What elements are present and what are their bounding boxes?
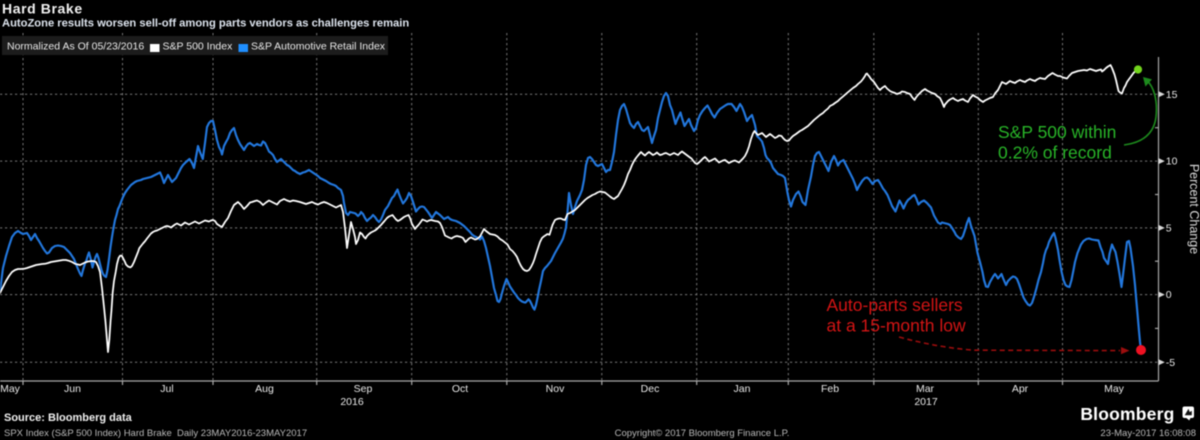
svg-text:Jun: Jun [64, 383, 81, 395]
svg-text:Jul: Jul [160, 383, 173, 395]
svg-text:0: 0 [1166, 289, 1172, 301]
svg-text:15: 15 [1166, 89, 1178, 101]
svg-text:Dec: Dec [641, 383, 660, 395]
svg-text:May: May [1104, 383, 1125, 395]
svg-text:at a 15-month low: at a 15-month low [827, 316, 966, 336]
svg-text:Nov: Nov [546, 383, 565, 395]
svg-text:Hard Brake: Hard Brake [2, 1, 83, 17]
svg-text:Source: Bloomberg data: Source: Bloomberg data [4, 412, 133, 424]
svg-text:Aug: Aug [255, 383, 274, 395]
svg-text:2017: 2017 [914, 396, 938, 408]
svg-text:SPX Index (S&P 500 Index) Hard: SPX Index (S&P 500 Index) Hard Brake Dai… [4, 428, 307, 439]
svg-text:AutoZone results worsen sell-o: AutoZone results worsen sell-off among p… [2, 18, 409, 30]
svg-text:Mar: Mar [916, 383, 935, 395]
svg-text:Sep: Sep [354, 383, 373, 395]
svg-text:May: May [0, 383, 21, 395]
svg-text:Percent Change: Percent Change [1187, 164, 1200, 254]
svg-text:2016: 2016 [340, 396, 364, 408]
svg-text:5: 5 [1166, 223, 1172, 235]
svg-text:S&P 500 Index: S&P 500 Index [163, 41, 234, 53]
svg-text:Oct: Oct [452, 383, 468, 395]
svg-text:S&P 500 within: S&P 500 within [998, 122, 1116, 142]
svg-text:Auto-parts sellers: Auto-parts sellers [827, 295, 963, 315]
svg-text:Copyright© 2017 Bloomberg Fina: Copyright© 2017 Bloomberg Finance L.P. [615, 428, 790, 439]
svg-text:0.2% of record: 0.2% of record [998, 143, 1112, 163]
svg-text:23-May-2017 16:08:08: 23-May-2017 16:08:08 [1100, 428, 1196, 439]
svg-text:-5: -5 [1166, 357, 1175, 369]
svg-text:Feb: Feb [821, 383, 839, 395]
svg-text:S&P Automotive Retail Index: S&P Automotive Retail Index [251, 41, 386, 53]
svg-text:Normalized As Of 05/23/2016: Normalized As Of 05/23/2016 [7, 41, 144, 53]
svg-text:Jan: Jan [734, 383, 751, 395]
svg-text:Bloomberg: Bloomberg [1080, 404, 1174, 424]
svg-text:10: 10 [1166, 156, 1178, 168]
svg-text:Apr: Apr [1012, 383, 1029, 395]
